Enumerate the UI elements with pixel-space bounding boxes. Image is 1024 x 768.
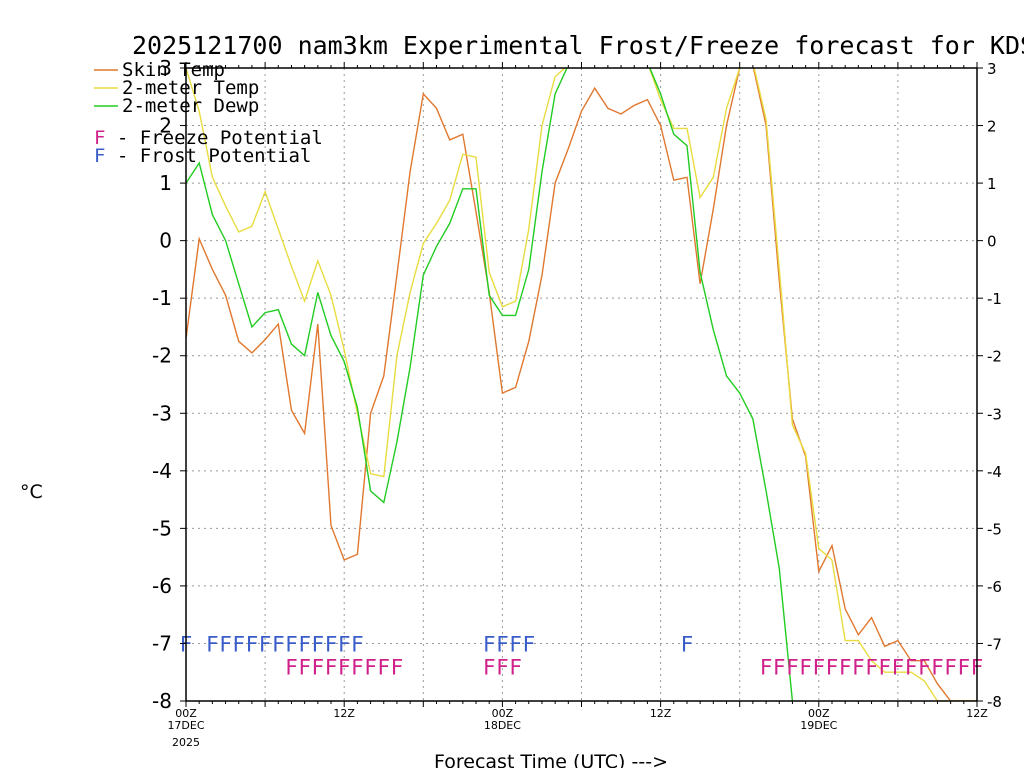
frost-flag: F xyxy=(232,632,245,656)
freeze-flag: F xyxy=(773,655,786,679)
x-tick-date: 19DEC xyxy=(800,719,837,732)
y-tick-label: 0 xyxy=(159,229,172,253)
y-tick-label-right: -6 xyxy=(987,578,1002,596)
chart-title: 2025121700 nam3km Experimental Frost/Fre… xyxy=(132,31,1024,60)
y-tick-label-right: 3 xyxy=(987,60,997,78)
freeze-flag: F xyxy=(957,655,970,679)
frost-flag: F xyxy=(219,632,232,656)
y-tick-label: -4 xyxy=(152,459,172,483)
freeze-flag: F xyxy=(878,655,891,679)
y-tick-label: -6 xyxy=(152,574,172,598)
y-tick-label-right: -2 xyxy=(987,348,1002,366)
legend-flag-label: F - Frost Potential xyxy=(94,145,311,167)
freeze-flag: F xyxy=(509,655,522,679)
frost-flag: F xyxy=(496,632,509,656)
frost-flag: F xyxy=(351,632,364,656)
x-tick-label: 00Z xyxy=(175,707,197,720)
freeze-flag: F xyxy=(931,655,944,679)
x-tick-label: 12Z xyxy=(966,707,988,720)
y-tick-label: -1 xyxy=(152,286,172,310)
frost-flag: F xyxy=(522,632,535,656)
freeze-flag: F xyxy=(391,655,404,679)
y-tick-label: -5 xyxy=(152,516,172,540)
frost-flag: F xyxy=(206,632,219,656)
frost-flag: F xyxy=(681,632,694,656)
freeze-flag: F xyxy=(892,655,905,679)
y-tick-label: -2 xyxy=(152,344,172,368)
y-tick-label: -7 xyxy=(152,631,172,655)
freeze-flag: F xyxy=(338,655,351,679)
legend-flag-label: F - Freeze Potential xyxy=(94,127,323,149)
freeze-flag: F xyxy=(298,655,311,679)
frost-flag: F xyxy=(285,632,298,656)
y-tick-label-right: -8 xyxy=(987,693,1002,711)
y-tick-label-right: -4 xyxy=(987,463,1002,481)
y-tick-label-right: -5 xyxy=(987,520,1002,538)
frost-flag: F xyxy=(259,632,272,656)
freeze-flag: F xyxy=(826,655,839,679)
freeze-flag: F xyxy=(799,655,812,679)
x-tick-label: 00Z xyxy=(808,707,830,720)
freeze-flag: F xyxy=(351,655,364,679)
freeze-flag: F xyxy=(786,655,799,679)
series-2-meter-temp xyxy=(186,68,977,701)
frost-flag: F xyxy=(312,632,325,656)
freeze-flag: F xyxy=(312,655,325,679)
axis-ticks: 3 3 2 2 1 1 0 0 -1 -1 -2 -2 -3 -3 -4 -4 -5 -5 -6 -6 -7 -7 -8 -8… xyxy=(152,56,1002,749)
legend-label: Skin Temp xyxy=(122,59,225,81)
y-tick-label-right: -1 xyxy=(987,290,1002,308)
freeze-flag: F xyxy=(496,655,509,679)
freeze-flag: F xyxy=(325,655,338,679)
y-tick-label-right: 1 xyxy=(987,175,997,193)
y-tick-label: -8 xyxy=(152,689,172,713)
frost-flag: F xyxy=(483,632,496,656)
series-2-meter-dewp xyxy=(186,68,794,701)
freeze-flag: F xyxy=(377,655,390,679)
frost-flag: F xyxy=(272,632,285,656)
frost-flag: F xyxy=(509,632,522,656)
y-tick-label: -3 xyxy=(152,401,172,425)
frost-flag: F xyxy=(298,632,311,656)
y-tick-label-right: 0 xyxy=(987,233,997,251)
x-tick-label: 12Z xyxy=(333,707,355,720)
series-skin-temp xyxy=(186,68,977,701)
legend-label: 2-meter Dewp xyxy=(122,95,259,117)
freeze-flag: F xyxy=(760,655,773,679)
freeze-flag: F xyxy=(812,655,825,679)
freeze-flag: F xyxy=(852,655,865,679)
frost-flag: F xyxy=(246,632,259,656)
legend-label: 2-meter Temp xyxy=(122,77,259,99)
y-tick-label-right: 2 xyxy=(987,118,997,136)
x-tick-date: 17DEC xyxy=(167,719,204,732)
freeze-flag: F xyxy=(483,655,496,679)
series-lines xyxy=(186,68,977,701)
y-tick-label-right: -3 xyxy=(987,405,1002,423)
freeze-flag: F xyxy=(905,655,918,679)
potential-flags: F F F F F F F F F F F F F F F F F FF F F F F F F F F F F F F F F F F F F F F F… xyxy=(180,632,984,679)
x-tick-date: 18DEC xyxy=(484,719,521,732)
x-axis-label: Forecast Time (UTC) ---> xyxy=(434,751,668,768)
y-tick-label: 1 xyxy=(159,171,172,195)
y-tick-label: 2 xyxy=(159,114,172,138)
frost-flag: F xyxy=(338,632,351,656)
freeze-flag: F xyxy=(364,655,377,679)
freeze-flag: F xyxy=(944,655,957,679)
freeze-flag: F xyxy=(839,655,852,679)
freeze-flag: F xyxy=(918,655,931,679)
frost-flag: F xyxy=(325,632,338,656)
y-axis-label: °C xyxy=(20,481,43,503)
y-tick-label: 3 xyxy=(159,56,172,80)
x-tick-label: 00Z xyxy=(492,707,514,720)
freeze-flag: F xyxy=(865,655,878,679)
freeze-flag: F xyxy=(285,655,298,679)
x-tick-label: 12Z xyxy=(650,707,672,720)
y-tick-label-right: -7 xyxy=(987,635,1002,653)
x-tick-year: 2025 xyxy=(172,736,200,749)
